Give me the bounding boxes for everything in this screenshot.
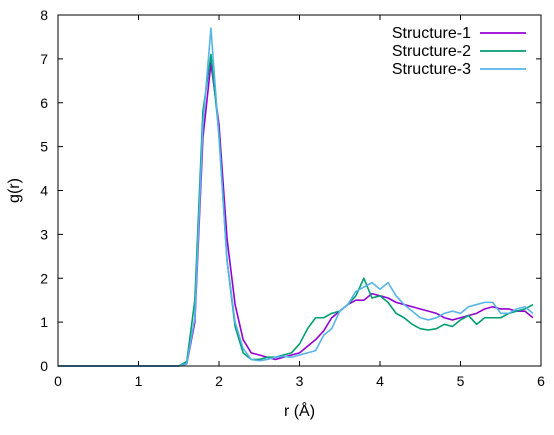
- legend-label-3: Structure-3: [392, 61, 471, 78]
- y-tick-label: 5: [40, 139, 48, 155]
- y-tick-label: 3: [40, 226, 48, 242]
- series-line-1: [58, 62, 534, 367]
- axis-ticks: 0 1 2 3 4 5 6 0 1 2 3 4 5 6 7 8: [40, 7, 545, 389]
- y-tick-label: 6: [40, 95, 48, 111]
- plot-frame: [57, 14, 542, 367]
- legend-label-1: Structure-1: [392, 25, 471, 42]
- x-tick-label: 3: [296, 373, 304, 389]
- series-line-2: [58, 53, 534, 367]
- x-tick-label: 4: [376, 373, 384, 389]
- y-tick-label: 2: [40, 270, 48, 286]
- x-tick-label: 6: [537, 373, 545, 389]
- y-tick-label: 8: [40, 7, 48, 23]
- series-line-3: [58, 27, 534, 367]
- y-axis-label: g(r): [6, 178, 23, 203]
- y-tick-label: 7: [40, 51, 48, 67]
- series-lines: [58, 27, 534, 367]
- x-tick-label: 1: [135, 373, 143, 389]
- y-tick-label: 0: [40, 358, 48, 374]
- legend-label-2: Structure-2: [392, 43, 471, 60]
- y-tick-label: 4: [40, 183, 48, 199]
- x-tick-label: 0: [54, 373, 62, 389]
- y-tick-label: 1: [40, 314, 48, 330]
- x-tick-label: 2: [215, 373, 223, 389]
- x-axis-label: r (Å): [284, 401, 315, 420]
- x-tick-label: 5: [457, 373, 465, 389]
